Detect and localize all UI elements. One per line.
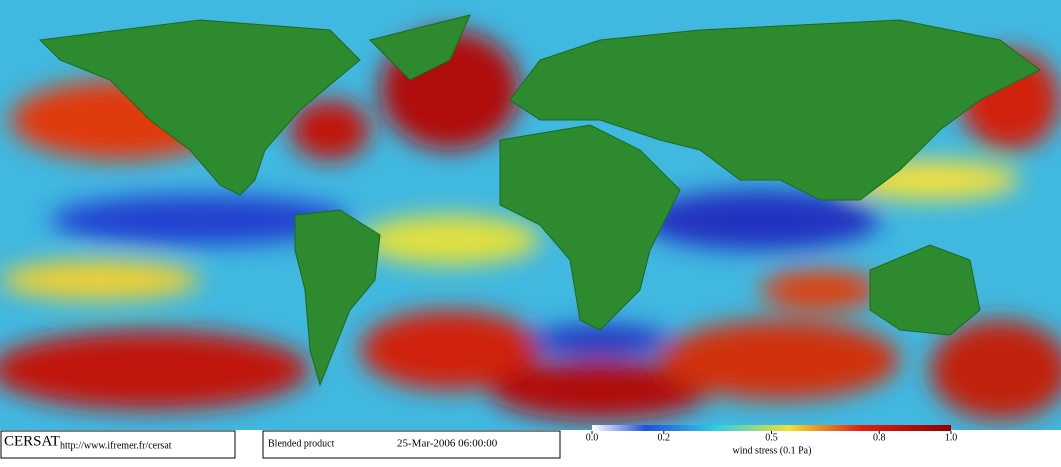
colorbar-tick-label: 0.5	[765, 432, 778, 443]
colorbar-tick-label: 0.2	[658, 432, 671, 443]
logo-box	[0, 430, 236, 459]
product-box	[262, 430, 561, 459]
product: Blended product	[268, 438, 335, 449]
colorbar-label: wind stress (0.1 Pa)	[733, 445, 812, 456]
colorbar-tick-label: 1.0	[945, 432, 958, 443]
date: 25-Mar-2006 06:00:00	[397, 438, 498, 450]
colorbar-tick-label: 0.8	[873, 432, 886, 443]
colorbar	[592, 425, 951, 431]
colorbar-tick-label: 0.0	[586, 432, 599, 443]
url: http://www.ifremer.fr/cersat	[60, 440, 172, 451]
land	[38, 14, 1041, 387]
logo: CERSAT	[4, 433, 60, 449]
